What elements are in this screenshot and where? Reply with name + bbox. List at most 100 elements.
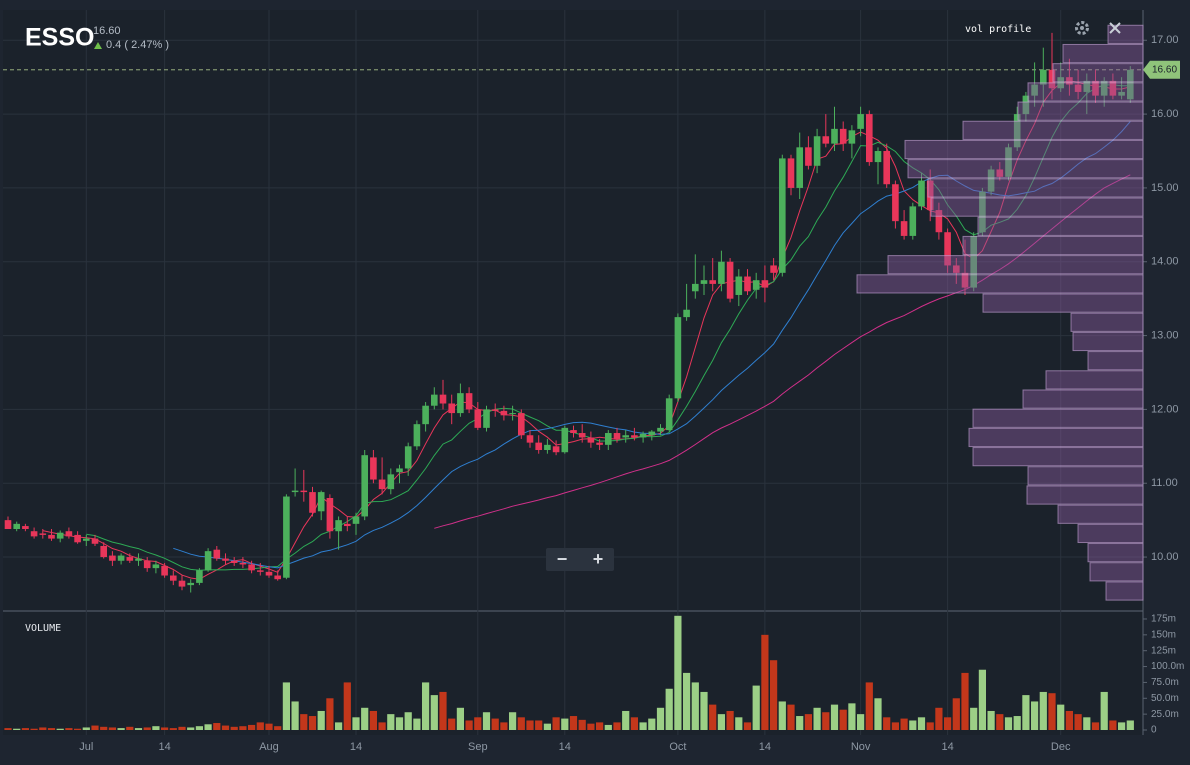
volume-bar <box>709 704 717 730</box>
candle-body <box>474 409 482 428</box>
close-icon[interactable] <box>1109 22 1121 34</box>
candle-body <box>117 555 125 561</box>
candle-body <box>126 557 134 561</box>
price-tag <box>1143 60 1180 79</box>
volume-bar <box>13 728 21 730</box>
candle-body <box>779 158 786 273</box>
candle-body <box>866 114 873 163</box>
volume-bar <box>839 709 847 730</box>
zoom-controls: − + <box>546 548 614 571</box>
volume-bar <box>900 718 908 730</box>
candle-body <box>283 496 290 578</box>
zoom-box <box>546 548 614 571</box>
marks <box>3 24 1144 730</box>
price-change: 0.4 ( 2.47% ) <box>106 39 169 51</box>
x-tick-label: Oct <box>669 741 686 753</box>
candle-body <box>1074 84 1082 92</box>
candle-body <box>344 523 351 527</box>
candle-body <box>892 184 899 222</box>
candle-body <box>631 435 638 438</box>
candle-body <box>605 433 612 445</box>
volume-bar <box>82 727 90 730</box>
candle-body <box>918 180 925 207</box>
candle-body <box>752 280 760 290</box>
volume-bar <box>4 728 12 730</box>
candle-body <box>413 424 421 447</box>
volume-bar <box>361 707 369 730</box>
volume-bar <box>300 714 308 730</box>
y-tick-label: 16.00 <box>1151 108 1179 120</box>
candle-body <box>1013 114 1021 148</box>
volume-bar <box>569 716 578 730</box>
x-tick-label: 14 <box>559 741 571 753</box>
volume-profile-bar <box>887 255 1144 275</box>
y-tick-label: 14.00 <box>1151 256 1179 268</box>
candle-body <box>39 533 47 535</box>
gear[interactable] <box>1075 21 1089 35</box>
volume-profile-bar <box>972 447 1144 467</box>
candle-body <box>909 206 917 236</box>
close-stroke[interactable] <box>1109 22 1121 34</box>
volume-bar <box>622 710 630 730</box>
candle-body <box>1048 69 1056 89</box>
settings-icon[interactable] <box>1075 21 1089 35</box>
y-tick-label: 12.00 <box>1151 403 1179 415</box>
volume-tick-label: 25.0m <box>1151 709 1179 720</box>
volume-bar <box>648 718 656 730</box>
candle-body <box>4 520 12 530</box>
candle-body <box>274 575 281 580</box>
candle-body <box>178 580 186 587</box>
volume-profile-bar <box>1022 389 1144 409</box>
up-arrow <box>94 42 102 49</box>
volume-bar <box>47 728 56 730</box>
candle-body <box>596 442 603 445</box>
volume-bar <box>883 717 891 730</box>
volume-bar <box>291 701 299 730</box>
volume-bar <box>1013 716 1021 730</box>
price-tag-label: 16.60 <box>1152 64 1177 75</box>
candle-body <box>857 114 864 129</box>
volume-bar <box>691 682 699 730</box>
volume-bar <box>169 728 177 730</box>
volume-bar <box>352 717 360 730</box>
candle-body <box>196 570 203 583</box>
volume-bar <box>1126 720 1134 730</box>
candle-body <box>822 136 830 144</box>
volume-bar <box>413 718 421 730</box>
volume-bar <box>952 698 960 730</box>
gear-hub[interactable] <box>1080 26 1084 30</box>
volume-bar <box>961 672 969 730</box>
candle-body <box>161 565 168 576</box>
candle-body <box>1127 69 1134 100</box>
x-tick-label: Aug <box>259 741 279 753</box>
candle-body <box>300 490 308 493</box>
volume-label: VOLUME <box>25 623 61 634</box>
volume-bar <box>439 691 447 730</box>
volume-profile-bar <box>1017 101 1144 121</box>
candle-body <box>526 435 534 443</box>
volume-profile-bar <box>1107 24 1144 44</box>
volume-bar <box>308 716 317 730</box>
volume-bar <box>1083 717 1091 730</box>
candle-body <box>13 523 20 530</box>
zoom-out[interactable]: − <box>557 549 568 569</box>
x-tick-label: 14 <box>158 741 170 753</box>
candle-body <box>404 446 412 469</box>
volume-bar <box>778 701 786 730</box>
volume-bar <box>65 728 73 730</box>
volume-bar <box>822 712 830 730</box>
volume-tick-label: 50.0m <box>1151 693 1179 704</box>
volume-bar <box>717 714 725 730</box>
candle-body <box>805 147 812 166</box>
candle-body <box>378 479 386 490</box>
volume-bar <box>265 723 273 730</box>
volume-profile-bar <box>1087 543 1144 563</box>
volume-bar <box>830 704 839 730</box>
volume-bar <box>195 726 203 730</box>
volume-profile-bar <box>1026 485 1144 505</box>
candle-body <box>987 169 995 192</box>
volume-bar <box>39 727 47 730</box>
candle-body <box>674 317 682 399</box>
zoom-in[interactable]: + <box>593 549 604 569</box>
candle-body <box>291 490 299 493</box>
